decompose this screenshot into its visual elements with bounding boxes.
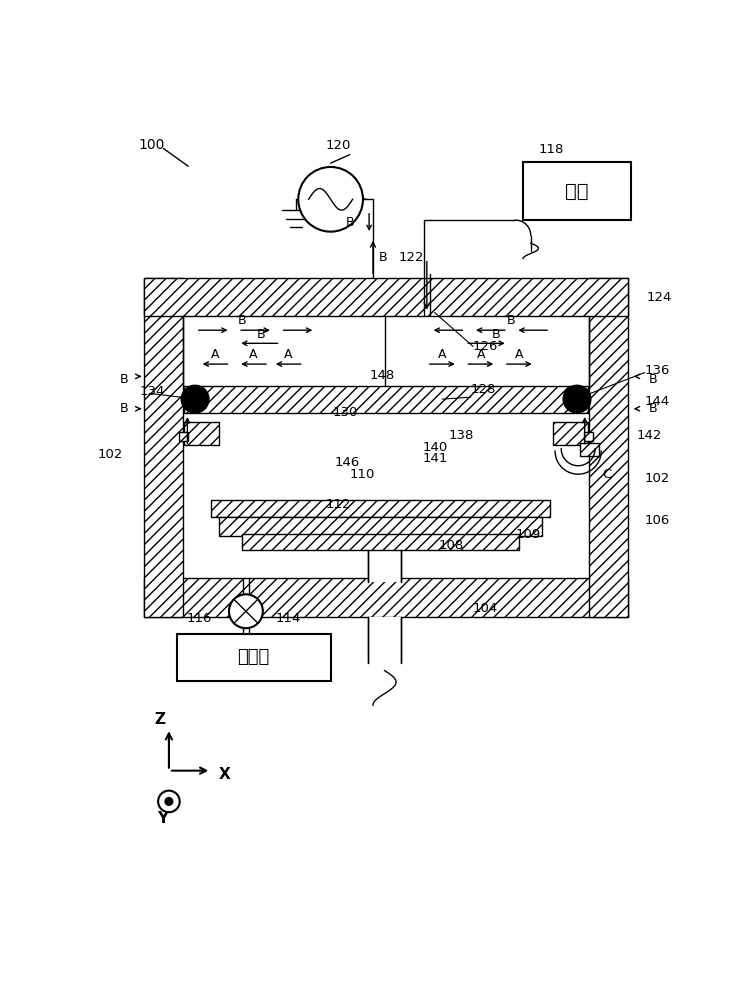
Text: 140: 140 (423, 441, 448, 454)
Text: A: A (438, 348, 447, 361)
Text: A: A (515, 348, 523, 361)
Text: 114: 114 (275, 612, 300, 625)
Bar (580, 443, 599, 456)
Bar (367, 550, 402, 582)
Text: 124: 124 (647, 291, 671, 304)
Text: 100: 100 (138, 138, 164, 152)
Bar (144, 578, 628, 617)
Text: 118: 118 (538, 143, 564, 156)
Bar (144, 278, 628, 316)
Circle shape (165, 798, 173, 805)
Bar (211, 500, 550, 517)
Text: X: X (219, 767, 231, 782)
Text: 106: 106 (645, 514, 670, 527)
Text: Z: Z (154, 712, 165, 727)
Bar (219, 517, 542, 536)
Text: B: B (507, 314, 516, 327)
Circle shape (229, 594, 263, 628)
Bar (553, 422, 588, 445)
Text: 120: 120 (325, 139, 351, 152)
Text: 102: 102 (645, 472, 670, 485)
Text: B: B (119, 373, 128, 386)
Bar (523, 162, 631, 220)
Text: 气源: 气源 (566, 182, 589, 201)
Text: 141: 141 (423, 452, 448, 465)
Text: 128: 128 (471, 383, 496, 396)
Text: 122: 122 (398, 251, 424, 264)
Text: 136: 136 (645, 364, 670, 377)
Text: 109: 109 (515, 528, 541, 541)
Bar (176, 634, 330, 681)
Text: 真空泵: 真空泵 (237, 648, 270, 666)
Bar (144, 278, 182, 617)
Text: B: B (119, 402, 128, 415)
Text: 104: 104 (473, 602, 499, 615)
Bar (584, 432, 593, 441)
Text: C: C (602, 468, 611, 481)
Text: 138: 138 (448, 429, 474, 442)
Text: A: A (284, 348, 292, 361)
Text: A: A (211, 348, 219, 361)
Text: 146: 146 (334, 456, 360, 469)
Text: Y: Y (157, 811, 168, 826)
Text: A: A (476, 348, 485, 361)
Circle shape (298, 167, 363, 232)
Text: B: B (238, 314, 246, 327)
Bar (179, 432, 189, 441)
Text: 102: 102 (98, 448, 122, 461)
Text: 108: 108 (439, 539, 463, 552)
Bar (590, 278, 628, 617)
Text: B: B (649, 402, 657, 415)
Text: B: B (649, 373, 657, 386)
Text: B: B (492, 328, 500, 341)
Text: B: B (257, 328, 266, 341)
Text: A: A (249, 348, 258, 361)
Bar (367, 617, 402, 663)
Bar (184, 386, 588, 413)
Text: B: B (379, 251, 388, 264)
Text: 110: 110 (350, 468, 376, 481)
Bar (182, 316, 590, 578)
Text: 142: 142 (637, 429, 662, 442)
Text: 112: 112 (325, 498, 351, 512)
Text: 134: 134 (140, 385, 165, 398)
Bar (242, 534, 519, 550)
Circle shape (563, 385, 591, 413)
Text: B: B (346, 216, 354, 229)
Text: 148: 148 (369, 369, 394, 382)
Circle shape (158, 791, 179, 812)
Text: 130: 130 (333, 406, 358, 419)
Text: 126: 126 (473, 340, 499, 353)
Bar (184, 422, 219, 445)
Text: 116: 116 (186, 612, 212, 625)
Text: 144: 144 (645, 395, 670, 408)
Circle shape (181, 385, 209, 413)
